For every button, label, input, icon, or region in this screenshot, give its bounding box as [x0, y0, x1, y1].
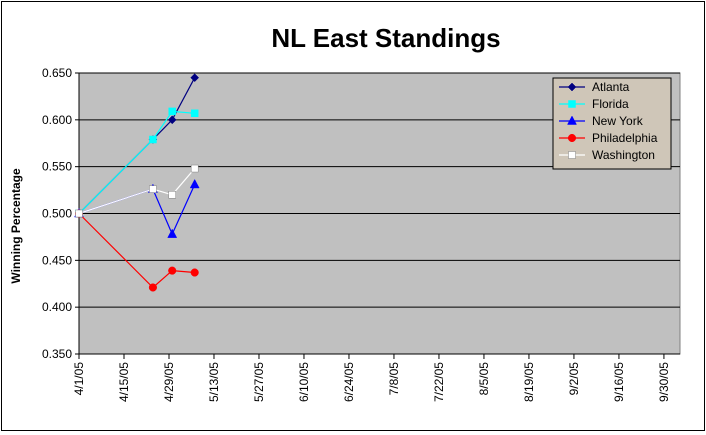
y-tick-label: 0.500 [42, 207, 72, 221]
data-point [168, 107, 176, 116]
data-point [190, 164, 199, 173]
data-point [568, 100, 576, 108]
axes: 0.350 0.400 0.450 0.500 0.550 0.600 0.650 4/1/0… [42, 66, 680, 402]
x-tick-label: 4/15/05 [117, 362, 131, 402]
x-tick-label: 8/19/05 [522, 362, 536, 402]
data-point [190, 109, 199, 118]
series-line [78, 110, 195, 214]
x-tick-label: 9/2/05 [567, 362, 581, 396]
legend: Atlanta Florida New York Philadelphia Washin… [552, 77, 672, 170]
legend-label: New York [592, 114, 644, 128]
series-group [74, 73, 200, 292]
x-tick-label: 7/22/05 [432, 362, 446, 402]
x-tick-label: 4/29/05 [162, 362, 176, 402]
data-point [567, 115, 577, 125]
y-tick-label: 0.550 [42, 160, 72, 174]
y-tick-label: 0.650 [42, 66, 72, 80]
x-tick-label: 4/1/05 [72, 362, 86, 396]
y-axis-label: Winning Percentage [9, 168, 23, 284]
legend-item: Florida [559, 97, 629, 111]
x-tick-label: 5/27/05 [252, 362, 266, 402]
legend-label: Philadelphia [592, 131, 658, 145]
data-point [167, 115, 177, 125]
data-point [567, 82, 577, 92]
series-line [78, 168, 196, 215]
legend-item: Atlanta [559, 80, 630, 94]
data-point [568, 151, 576, 159]
data-point [168, 266, 177, 275]
y-tick-label: 0.600 [42, 113, 72, 127]
legend-label: Florida [592, 97, 629, 111]
y-tick-label: 0.450 [42, 253, 72, 267]
data-point [149, 185, 157, 193]
series-line [78, 213, 195, 289]
data-point [75, 209, 83, 218]
legend-label: Atlanta [592, 80, 630, 94]
legend-label: Washington [592, 148, 655, 162]
y-tick-label: 0.400 [42, 300, 72, 314]
data-point [167, 228, 178, 238]
legend-item: Washington [559, 148, 655, 162]
chart-title: NL East Standings [271, 23, 500, 53]
data-point [148, 283, 157, 292]
data-point [567, 133, 577, 143]
gridlines [79, 72, 680, 308]
x-tick-label: 8/5/05 [477, 362, 491, 396]
series-washington [75, 164, 199, 218]
y-tick-label: 0.350 [42, 347, 72, 361]
data-point [189, 178, 200, 189]
data-point [190, 73, 200, 83]
x-tick-label: 6/10/05 [297, 362, 311, 402]
x-tick-label: 9/16/05 [612, 362, 626, 402]
x-tick-label: 5/13/05 [207, 362, 221, 402]
x-tick-label: 7/8/05 [387, 362, 401, 396]
data-point [190, 268, 199, 277]
x-tick-label: 6/24/05 [342, 362, 356, 402]
legend-item: Philadelphia [559, 131, 658, 145]
line-chart: NL East Standings Winning Percentage 0.3… [9, 23, 681, 402]
legend-item: New York [559, 114, 644, 128]
data-point [168, 191, 176, 199]
data-point [149, 135, 157, 144]
x-tick-label: 9/30/05 [657, 362, 671, 402]
